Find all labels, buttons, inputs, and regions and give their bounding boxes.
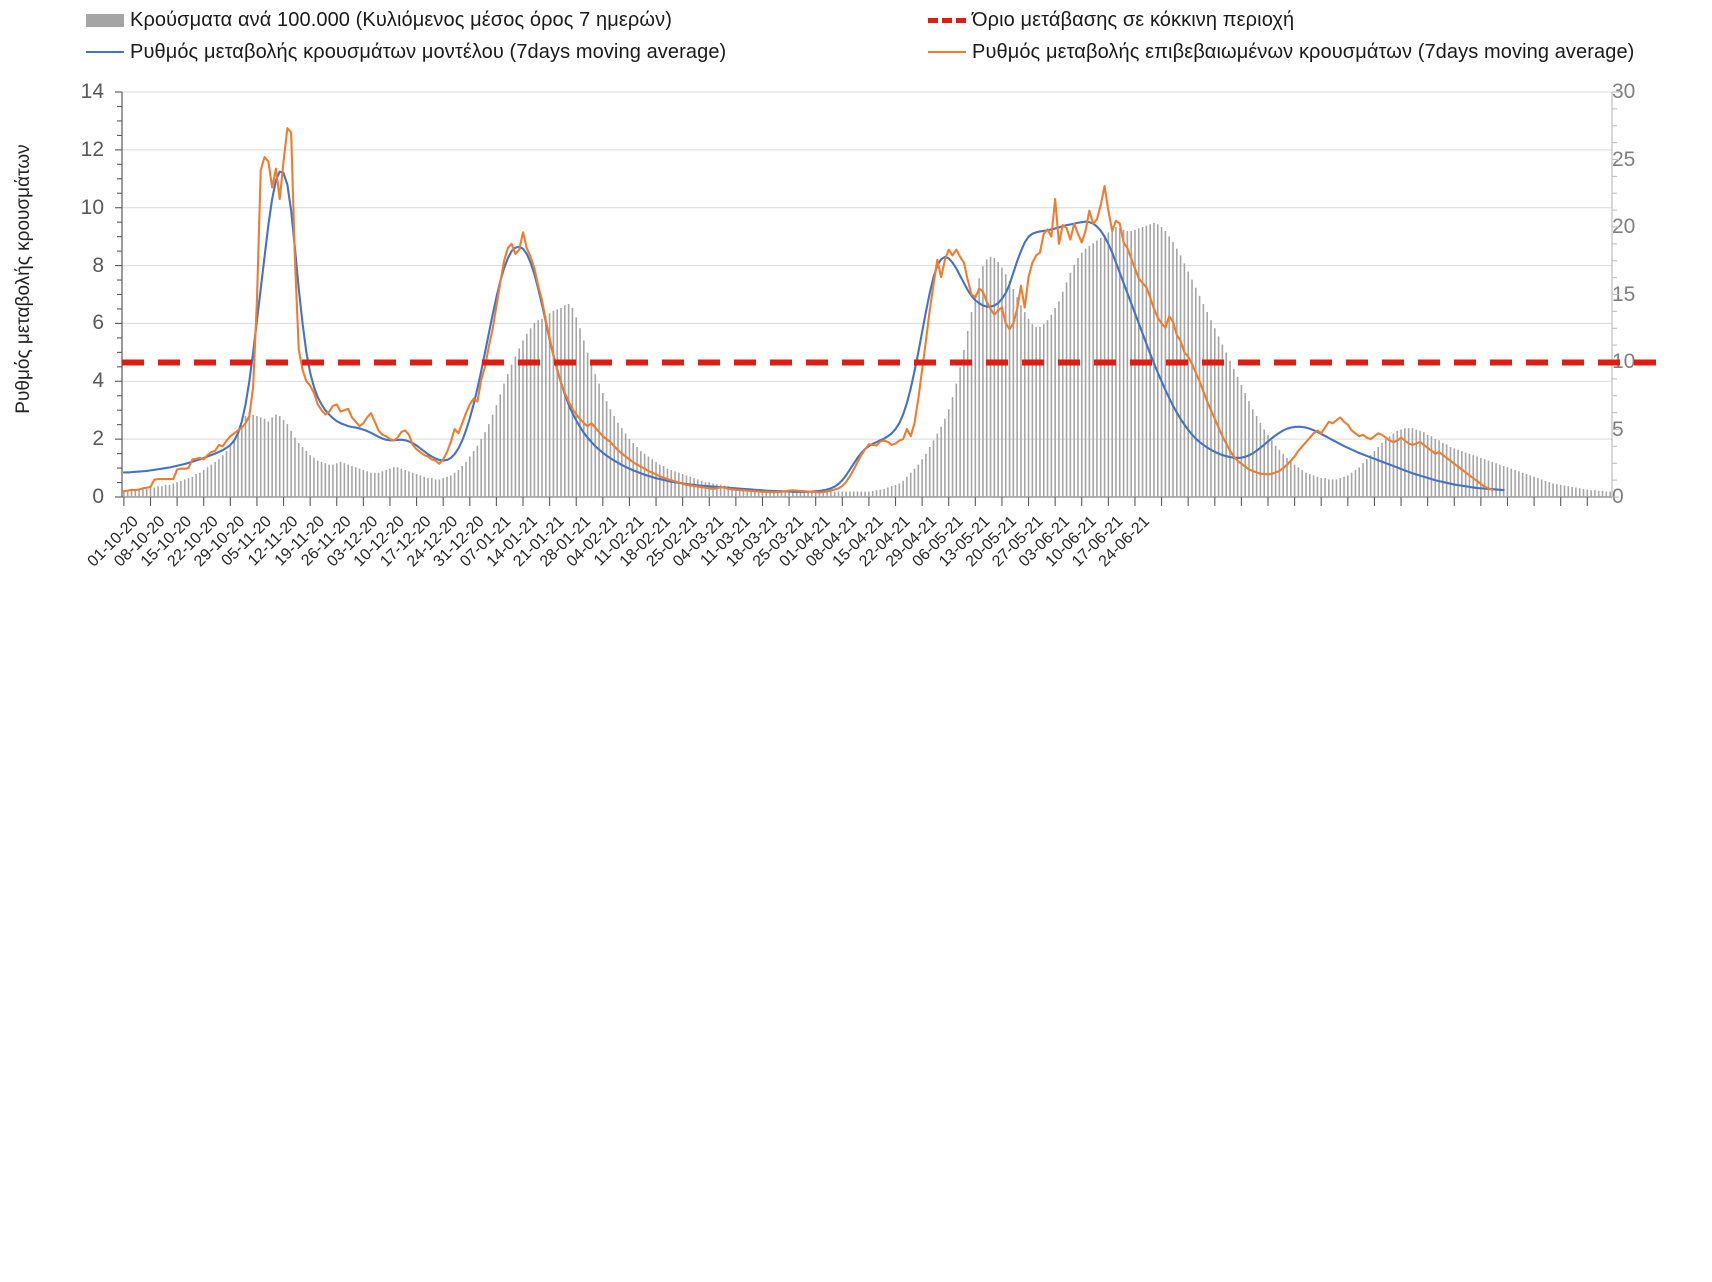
chart-canvas [115,91,1664,506]
x-axis-ticks: 01-10-20 08-10-20 15-10-20 22-10-20 29-10-20… [0,70,1712,570]
y-axis-right-ticks: 0 5 10 15 20 25 30 [1612,70,1664,520]
legend-item-model-line[interactable]: Ρυθμός μεταβολής κρουσμάτων μοντέλου (7d… [86,42,726,62]
y-tick-label-left: 6 [92,311,104,335]
y-tick-label-left: 14 [80,80,104,103]
chart-plot-area: Ρυθμός μεταβολής κρουσμάτων 0 2 4 6 8 10 12 14 … [0,70,1712,641]
legend-item-threshold[interactable]: Όριο μετάβασης σε κόκκινη περιοχή [928,10,1294,30]
y-tick-label-left: 0 [92,485,104,508]
bar-swatch-icon [86,13,124,27]
y-tick-label-left: 8 [92,253,104,277]
legend-label-threshold: Όριο μετάβασης σε κόκκινη περιοχή [972,9,1295,31]
chart-legend: Κρούσματα ανά 100.000 (Κυλιόμενος μέσος … [0,0,1712,70]
legend-item-confirmed-line[interactable]: Ρυθμός μεταβολής επιβεβαιωμένων κρουσμάτ… [928,42,1634,62]
y-axis-left-ticks: 0 2 4 6 8 10 12 14 [52,70,104,520]
y-tick-label-right: 25 [1612,147,1636,171]
dashed-swatch-icon [928,17,966,23]
legend-item-bars[interactable]: Κρούσματα ανά 100.000 (Κυλιόμενος μέσος … [86,10,672,30]
y-tick-label-right: 10 [1612,350,1636,373]
legend-label-bars: Κρούσματα ανά 100.000 (Κυλιόμενος μέσος … [130,9,672,31]
chart-page: Κρούσματα ανά 100.000 (Κυλιόμενος μέσος … [0,0,1712,641]
y-tick-label-right: 15 [1612,282,1636,306]
y-tick-label-left: 4 [92,369,104,393]
line-swatch-icon [928,51,966,53]
legend-label-model-line: Ρυθμός μεταβολής κρουσμάτων μοντέλου (7d… [130,41,727,63]
y-tick-label-left: 2 [92,427,104,451]
legend-label-confirmed-line: Ρυθμός μεταβολής επιβεβαιωμένων κρουσμάτ… [972,41,1635,63]
y-tick-label-left: 10 [80,195,104,219]
y-tick-label-right: 30 [1612,80,1636,103]
line-swatch-icon [86,51,124,53]
y-tick-label-left: 12 [80,137,104,161]
y-tick-label-right: 20 [1612,215,1636,238]
